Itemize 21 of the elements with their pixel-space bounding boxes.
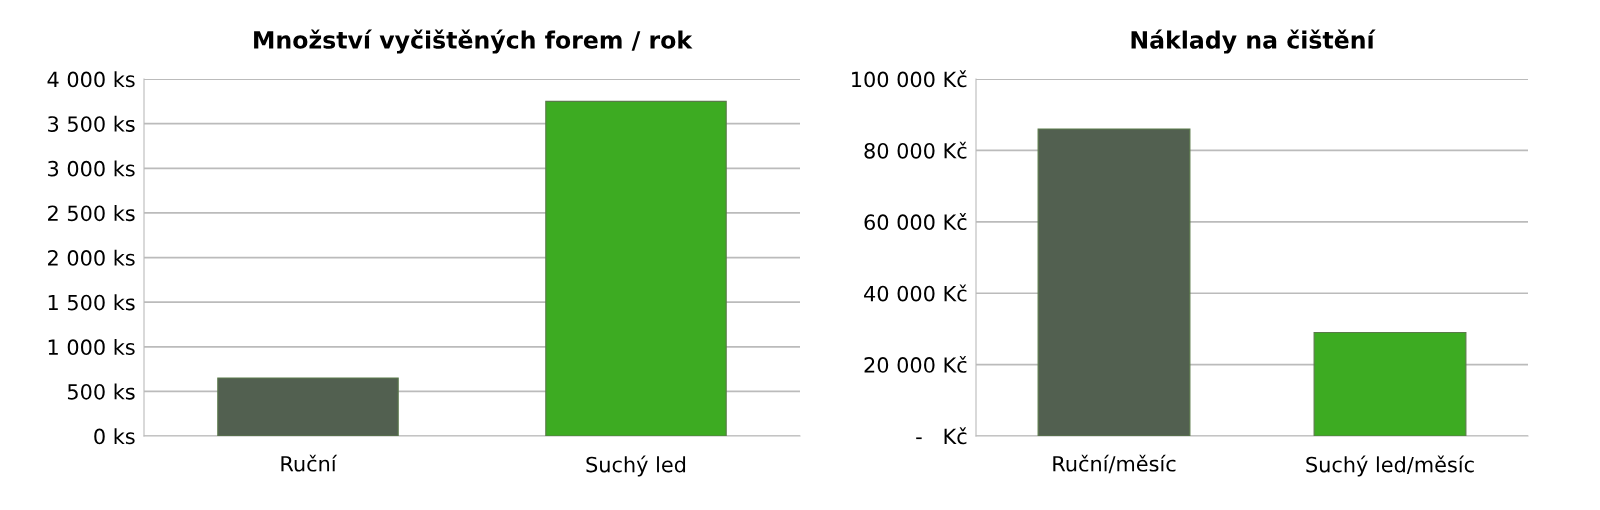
y-tick-label: 500 ks	[67, 383, 135, 400]
y-tick-label: 100 000 Kč	[852, 70, 967, 88]
y-tick-label: 1 500 ks	[48, 294, 135, 311]
x-tick-label: Ruční/měsíc	[1053, 454, 1176, 474]
y-tick-label: 20 000 Kč	[864, 355, 967, 373]
y-tick-label: 3 500 ks	[48, 115, 135, 132]
chart-title: Množství vyčištěných forem / rok	[254, 29, 693, 54]
y-tick-label: 3 000 ks	[48, 160, 135, 177]
y-tick-label: 80 000 Kč	[864, 141, 967, 159]
y-tick-label: 40 000 Kč	[864, 284, 967, 302]
x-tick-label: Suchý led/měsíc	[1306, 455, 1474, 477]
chart-title: Náklady na čištění	[1131, 29, 1376, 54]
y-tick-label: - Kč	[916, 427, 967, 445]
y-tick-label: 4 000 ks	[47, 71, 135, 88]
y-tick-label: 2 000 ks	[48, 249, 135, 266]
y-tick-label: 1 000 ks	[48, 338, 135, 356]
y-tick-label: 2 500 ks	[48, 205, 135, 222]
x-tick-label: Ruční	[281, 454, 338, 472]
y-tick-label: 60 000 Kč	[864, 213, 967, 231]
x-tick-label: Suchý led	[586, 455, 686, 477]
y-tick-label: 0 ks	[94, 428, 135, 445]
